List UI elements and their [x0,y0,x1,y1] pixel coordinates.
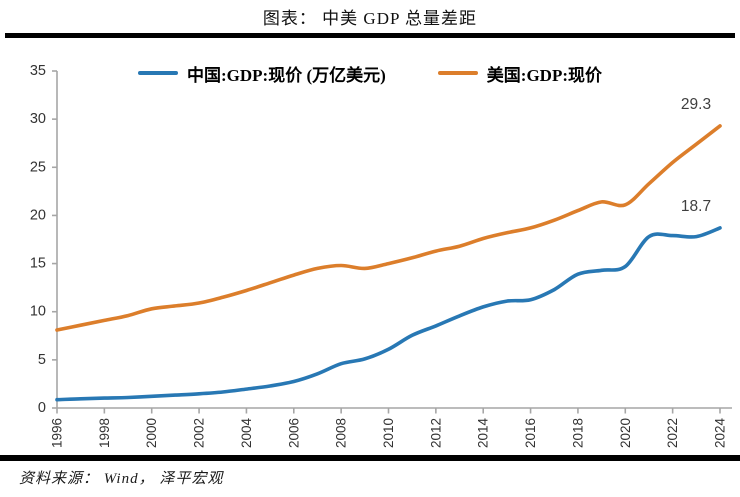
legend-item-usa: 美国:GDP:现价 [437,61,602,86]
x-tick-label: 2008 [334,418,349,448]
x-tick-label: 2004 [239,418,254,449]
x-tick-label: 2024 [713,418,728,449]
x-tick-label: 2020 [618,418,633,448]
legend-label-china: 中国:GDP:现价 (万亿美元) [187,65,386,85]
bottom-divider-bar [0,455,740,461]
y-tick-label: 15 [30,256,46,272]
y-tick-label: 5 [38,352,46,368]
x-tick-label: 1998 [97,418,112,448]
top-divider-bar [5,33,735,38]
chart-title: 图表： 中美 GDP 总量差距 [262,9,478,28]
x-tick-label: 2018 [570,418,585,448]
y-tick-label: 20 [30,207,46,223]
x-tick-label: 2014 [476,418,491,449]
y-tick-label: 30 [30,111,46,127]
x-tick-label: 2002 [192,418,207,448]
legend-item-china: 中国:GDP:现价 (万亿美元) [138,61,386,86]
x-tick-label: 2012 [428,418,443,448]
x-tick-label: 2022 [665,418,680,448]
usa-line-swatch [437,71,478,75]
data-source-note: 资料来源： Wind， 泽平宏观 [19,471,224,487]
x-tick-label: 1996 [50,418,65,448]
usa-end-data-label: 29.3 [681,96,711,113]
x-tick-label: 2016 [523,418,538,448]
y-tick-label: 10 [30,304,46,320]
y-tick-label: 35 [30,63,46,79]
y-tick-label: 25 [30,159,46,175]
x-tick-label: 2006 [286,418,301,448]
china-gdp-line [55,226,722,402]
china-line-swatch [138,71,178,75]
legend-label-usa: 美国:GDP:现价 [486,65,602,85]
usa-gdp-line [55,124,722,332]
x-tick-label: 2000 [144,418,159,448]
y-tick-label: 0 [38,400,46,416]
x-tick-label: 2010 [381,418,396,448]
chart-legend: 中国:GDP:现价 (万亿美元) 美国:GDP:现价 [0,61,740,85]
china-end-data-label: 18.7 [681,198,711,215]
